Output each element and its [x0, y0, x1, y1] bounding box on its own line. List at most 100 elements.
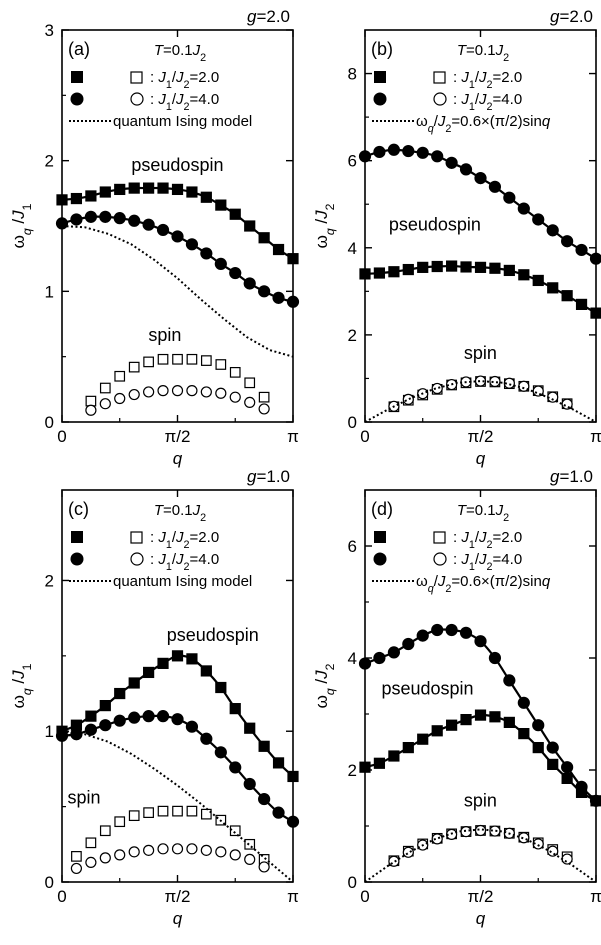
point-filled-square [359, 268, 371, 280]
point-filled-circle [517, 696, 530, 709]
point-filled-circle [258, 792, 271, 806]
point-filled-square [388, 266, 400, 278]
legend-label: quantum Ising model [113, 573, 252, 590]
temperature-label: T=0.1J2 [457, 42, 509, 64]
point-filled-square [489, 262, 501, 274]
point-filled-circle [416, 146, 429, 159]
point-filled-circle [373, 145, 386, 159]
point-filled-square [143, 182, 155, 194]
y-axis-label: ωq /J1 [9, 663, 34, 708]
point-open-square [200, 808, 212, 820]
y-tick-label: 4 [348, 649, 357, 668]
x-tick-label: π/2 [165, 427, 191, 446]
point-open-circle [186, 843, 198, 855]
point-filled-circle [445, 623, 458, 637]
point-open-square [258, 391, 270, 403]
panel-label: (c) [68, 499, 89, 519]
point-filled-circle [575, 243, 588, 257]
point-filled-circle [229, 266, 242, 280]
point-filled-circle [99, 210, 112, 223]
point-open-square [244, 838, 256, 850]
point-open-circle [99, 852, 111, 864]
point-open-circle [215, 387, 227, 399]
point-filled-square [229, 208, 241, 220]
point-filled-square [373, 757, 386, 769]
point-filled-square [200, 665, 212, 677]
plot-frame [61, 489, 294, 883]
point-filled-square [431, 725, 443, 737]
point-filled-square [200, 191, 212, 203]
temperature-label: T=0.1J2 [154, 502, 206, 524]
point-filled-square [532, 741, 544, 754]
point-filled-circle [575, 780, 588, 793]
point-filled-square [186, 186, 198, 198]
point-filled-circle [142, 218, 155, 231]
point-filled-circle [214, 746, 227, 759]
y-tick-label: 4 [348, 239, 357, 258]
legend-marker-open-square [433, 531, 446, 544]
point-filled-square [460, 261, 472, 273]
point-open-circle [229, 391, 241, 403]
point-filled-circle [416, 629, 429, 642]
point-filled-square [99, 699, 111, 712]
point-filled-circle [99, 719, 112, 732]
y-tick-label: 8 [348, 65, 357, 84]
point-open-circle [547, 845, 559, 857]
curve-annotation: pseudospin [131, 155, 223, 175]
panel-b: 0 π/2 π 0 2 4 6 8 q ωq /J2 (b) pseudospin spin [312, 29, 601, 468]
legend-label: : J1/J2=2.0 [453, 529, 522, 551]
point-filled-circle [517, 202, 530, 215]
y-axis-label: ωq /J2 [312, 663, 337, 708]
y-tick-label: 2 [348, 326, 357, 345]
point-open-circle [474, 824, 487, 837]
point-open-circle [171, 843, 184, 855]
legend-marker-filled-circle [373, 92, 387, 106]
point-open-square [128, 361, 140, 373]
x-axis-label: q [173, 449, 183, 468]
point-filled-square [417, 733, 429, 745]
point-open-circle [561, 398, 573, 410]
panel-c: 0 π/2 π 0 1 2 q ωq /J1 (c) pseudospin spin [9, 489, 300, 928]
dotted-reference-curve [364, 828, 597, 883]
point-open-circle [85, 856, 97, 869]
point-open-circle [99, 398, 111, 410]
point-filled-circle [503, 674, 516, 687]
point-open-circle [215, 846, 227, 858]
point-filled-circle [431, 150, 444, 163]
point-filled-square [561, 772, 573, 785]
point-filled-circle [358, 657, 372, 670]
panel-a: 0 π/2 π 0 1 2 3 q ωq /J1 (a) pseudospin spin [9, 21, 300, 468]
point-filled-square [70, 192, 83, 205]
point-filled-square [518, 727, 530, 740]
point-open-circle [431, 382, 443, 395]
point-filled-square [56, 194, 68, 206]
legend-marker-open-square [433, 71, 446, 84]
point-filled-square [99, 186, 111, 198]
point-filled-circle [55, 217, 69, 230]
point-filled-circle [229, 761, 242, 774]
point-open-circle [200, 844, 212, 856]
g-value-label: g=2.0 [247, 7, 290, 26]
point-open-square [114, 370, 126, 382]
fit-curve [364, 264, 597, 315]
point-open-square [143, 356, 154, 368]
point-filled-circle [431, 623, 444, 637]
point-filled-circle [561, 235, 574, 248]
point-filled-circle [171, 713, 184, 726]
point-open-circle [128, 846, 140, 858]
point-open-square [244, 377, 256, 389]
point-filled-circle [387, 143, 400, 156]
x-tick-label: π/2 [468, 887, 494, 906]
point-open-square [172, 353, 183, 365]
temperature-label: T=0.1J2 [154, 42, 206, 64]
point-filled-circle [373, 651, 386, 665]
y-tick-label: 3 [45, 21, 54, 40]
point-filled-square [446, 719, 458, 731]
curve-annotation: spin [464, 790, 497, 810]
point-filled-square [359, 761, 371, 773]
point-filled-circle [488, 651, 502, 665]
x-tick-label: π [590, 887, 601, 906]
legend-marker-filled-square [374, 71, 386, 83]
point-filled-square [474, 709, 487, 721]
y-tick-label: 2 [45, 152, 54, 171]
